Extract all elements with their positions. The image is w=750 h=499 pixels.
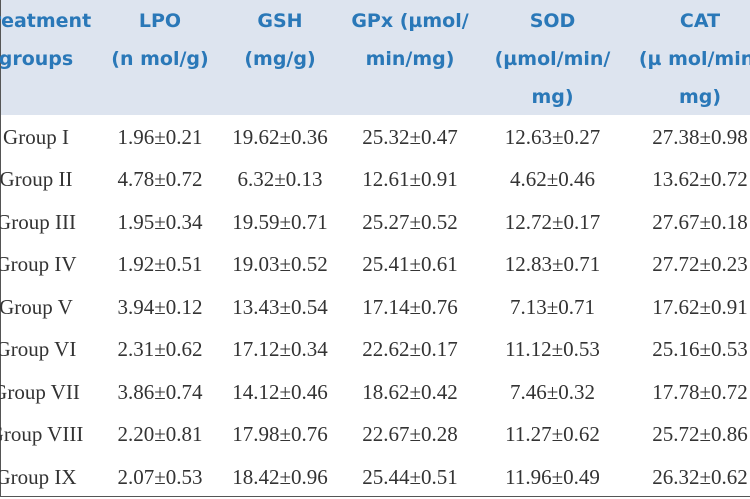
table-cell: 11.96±0.49 [505, 464, 600, 489]
table-cell: 13.43±0.54 [232, 294, 328, 319]
table-cell: 19.59±0.71 [232, 209, 328, 234]
table-cell: 12.61±0.91 [362, 167, 458, 192]
row-label: Group IX [0, 464, 77, 489]
table-cell: 18.42±0.96 [232, 464, 328, 489]
table-cell: 2.07±0.53 [117, 464, 203, 489]
row-label: Group V [0, 294, 73, 319]
table-cell: 25.27±0.52 [362, 209, 458, 234]
table-cell: 1.96±0.21 [117, 124, 203, 149]
table-cell: 25.44±0.51 [362, 464, 458, 489]
table-cell: 26.32±0.62 [652, 464, 748, 489]
table-cell: 17.98±0.76 [232, 422, 328, 447]
column-header: LPO (n mol/g) [111, 10, 209, 70]
table-cell: 3.86±0.74 [117, 379, 203, 404]
table-cell: 17.62±0.91 [652, 294, 748, 319]
row-label: Group III [0, 209, 76, 234]
table-cell: 17.78±0.72 [652, 379, 748, 404]
table-cell: 1.92±0.51 [117, 252, 203, 277]
column-header: GPx (µmol/ min/mg) [351, 10, 469, 70]
header-background [0, 0, 750, 115]
table-cell: 27.38±0.98 [652, 124, 748, 149]
table-cell: 18.62±0.42 [362, 379, 458, 404]
row-label: Group II [0, 167, 73, 192]
table-cell: 14.12±0.46 [232, 379, 328, 404]
table-cell: 12.63±0.27 [504, 124, 601, 149]
column-header: SOD (µmol/min/ mg) [494, 10, 611, 108]
table-cell: 12.83±0.71 [504, 252, 601, 277]
table-cell: 11.27±0.62 [505, 422, 600, 447]
table-cell: 12.72±0.17 [504, 209, 601, 234]
table-cell: 7.46±0.32 [509, 379, 596, 404]
table-cell: 4.62±0.46 [509, 167, 596, 192]
table-cell: 13.62±0.72 [652, 167, 748, 192]
table-cell: 19.03±0.52 [232, 252, 328, 277]
table-cell: 6.32±0.13 [237, 167, 323, 192]
table-cell: 4.78±0.72 [117, 167, 203, 192]
table-cell: 17.12±0.34 [232, 337, 328, 362]
table-cell: 25.41±0.61 [362, 252, 458, 277]
table-cell: 19.62±0.36 [232, 124, 328, 149]
table-cell: 27.72±0.23 [652, 252, 748, 277]
table-cell: 25.32±0.47 [362, 124, 458, 149]
table-cell: 7.13±0.71 [509, 294, 596, 319]
row-label: Group IV [0, 252, 77, 277]
table-cell: 1.95±0.34 [117, 209, 203, 234]
column-header: CAT (µ mol/min/ mg) [638, 10, 750, 108]
table-cell: 2.31±0.62 [117, 337, 203, 362]
row-label: Group I [3, 124, 69, 149]
table-cell: 25.72±0.86 [652, 422, 748, 447]
column-header: Treatment groups [0, 10, 92, 70]
column-header: GSH (mg/g) [244, 10, 316, 70]
table-cell: 27.67±0.18 [652, 209, 748, 234]
row-label: Group VIII [0, 422, 84, 447]
table-cell: 11.12±0.53 [505, 337, 600, 362]
row-label: Group VI [0, 337, 77, 362]
table-cell: 22.62±0.17 [362, 337, 458, 362]
row-label: Group VII [0, 379, 80, 404]
table-cell: 3.94±0.12 [117, 294, 203, 319]
table-cell: 25.16±0.53 [652, 337, 748, 362]
table-cell: 17.14±0.76 [362, 294, 458, 319]
table-cell: 22.67±0.28 [362, 422, 458, 447]
table-cell: 2.20±0.81 [117, 422, 203, 447]
